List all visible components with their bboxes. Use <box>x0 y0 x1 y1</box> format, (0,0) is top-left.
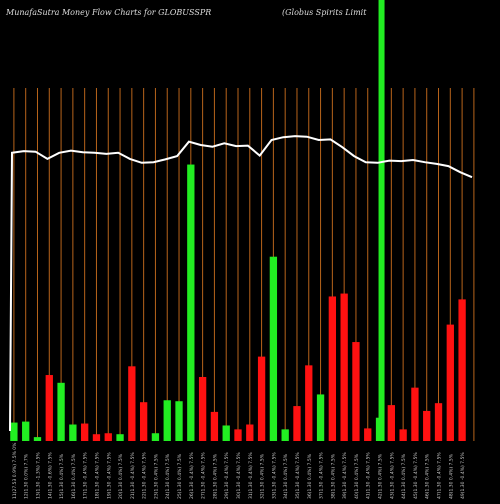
money-flow-bar <box>411 387 419 441</box>
x-tick-label: 23(1.30 0.4%) 7.5% <box>153 453 159 499</box>
x-tick-label: 33(1.30 -0.4%) 7.5% <box>271 452 277 499</box>
money-flow-bar <box>210 411 219 441</box>
money-flow-bar <box>163 400 171 441</box>
money-flow-bar <box>175 401 183 441</box>
x-tick-label: 37(1.30 -0.4%) 7.5% <box>319 452 325 499</box>
x-tick-label: 47(1.30 -0.4%) 7.5% <box>437 452 443 499</box>
x-tick-labels: 11(27.53 0.9%) 7.5% 0% 12(1.30 0.0%) 7.7%… <box>12 442 466 499</box>
money-flow-bar <box>81 423 89 441</box>
money-flow-bar <box>364 428 372 441</box>
money-flow-bar <box>423 410 431 441</box>
x-tick-label: 14(1.30 -0.6%) 7.5% <box>47 452 53 499</box>
money-flow-bar <box>328 296 337 441</box>
grid-lines <box>13 88 475 441</box>
money-flow-bar <box>198 376 207 441</box>
highlight-column <box>378 0 385 441</box>
money-flow-bar <box>246 424 254 441</box>
money-flow-bar <box>458 299 466 441</box>
money-flow-bar <box>234 429 242 441</box>
money-flow-bar <box>375 417 384 441</box>
money-flow-bar <box>45 375 53 441</box>
money-flow-bar <box>128 366 136 441</box>
money-flow-bar <box>22 421 30 441</box>
x-tick-label: 13(1.30 -1.3%) 7.5% <box>35 452 41 499</box>
x-tick-label: 41(1.30 -0.4%) 7.5% <box>366 452 372 499</box>
x-tick-label: 35(1.30 -0.4%) 7.5% <box>295 452 301 499</box>
x-tick-label: 43(1.30 -0.4%) 7.5% <box>389 452 395 499</box>
x-tick-label: 24(1.30 0.4%) 7.5% <box>165 453 171 499</box>
x-tick-label: 11(27.53 0.9%) 7.5% 0% <box>12 442 18 499</box>
x-tick-label: 28(1.30 0.4%) 7.5% <box>212 453 218 499</box>
x-tick-label: 34(1.30 0.4%) 7.5% <box>283 453 289 499</box>
x-tick-label: 12(1.30 0.0%) 7.7% <box>24 453 30 499</box>
money-flow-bar <box>92 434 101 441</box>
x-tick-label: 19(1.30 -0.4%) 7.5% <box>106 452 112 499</box>
money-flow-bar <box>187 164 195 442</box>
x-tick-label: 25(1.30 0.4%) 7.5% <box>177 453 183 499</box>
x-tick-label: 44(1.30 0.4%) 7.5% <box>401 453 407 499</box>
money-flow-bar <box>139 402 148 441</box>
money-flow-bar <box>116 434 124 441</box>
x-tick-label: 36(1.30 0.4%) 7.5% <box>307 453 313 499</box>
money-flow-bar <box>387 405 395 441</box>
x-tick-label: 30(1.30 -0.4%) 7.5% <box>236 452 242 499</box>
money-flow-bar <box>69 424 77 441</box>
chart-subtitle: (Globus Spirits Limit <box>282 8 367 17</box>
money-flow-bar <box>434 403 443 441</box>
money-flow-bar <box>57 382 65 441</box>
x-tick-label: 46(1.30 0.4%) 7.5% <box>425 453 431 499</box>
x-tick-label: 17(1.30 -0.4%) 7.5% <box>83 452 89 499</box>
x-tick-label: 16(1.30 0.4%) 7.5% <box>71 453 77 499</box>
x-tick-label: 39(1.30 -0.4%) 7.5% <box>342 452 348 499</box>
money-flow-bar <box>316 394 325 441</box>
money-flow-bar <box>399 429 407 441</box>
x-tick-label: 40(1.30 0.4%) 7.5% <box>354 453 360 499</box>
x-tick-label: 48(1.30 0.4%) 7.5% <box>448 453 454 499</box>
x-tick-label: 21(1.30 -0.4%) 7.5% <box>130 452 136 499</box>
money-flow-bar <box>222 425 230 441</box>
money-flow-bar <box>352 342 360 441</box>
money-flow-bar <box>104 433 112 441</box>
money-flow-bar <box>33 437 42 441</box>
x-tick-label: 49(1.30 -0.4%) 7.5% <box>460 452 466 499</box>
x-tick-label: 45(1.30 -0.4%) 7.5% <box>413 452 419 499</box>
x-tick-label: 20(1.30 0.4%) 7.5% <box>118 453 124 499</box>
x-tick-label: 15(1.30 0.4%) 7.5% <box>59 453 65 499</box>
money-flow-bar <box>151 433 160 441</box>
x-tick-label: 29(1.30 -0.4%) 7.5% <box>224 452 230 499</box>
money-flow-bar <box>340 293 348 441</box>
price-line <box>9 135 473 432</box>
x-tick-label: 32(1.30 0.4%) 7.5% <box>260 453 266 499</box>
x-tick-label: 38(1.30 0.4%) 7.5% <box>330 453 336 499</box>
money-flow-bar <box>293 406 301 441</box>
money-flow-bar <box>257 356 266 441</box>
money-flow-bar <box>446 324 454 441</box>
chart-title: MunafaSutra Money Flow Charts for GLOBUS… <box>6 8 212 17</box>
money-flow-bar <box>10 422 18 441</box>
x-tick-label: 26(1.30 -0.4%) 7.5% <box>189 452 195 499</box>
x-tick-label: 27(1.30 -0.4%) 7.5% <box>201 452 207 499</box>
bar-group <box>10 164 466 442</box>
x-tick-label: 31(1.30 -0.4%) 7.5% <box>248 452 254 499</box>
x-tick-label: 22(1.30 -0.4%) 7.5% <box>142 452 148 499</box>
money-flow-bar <box>305 365 313 441</box>
money-flow-bar <box>269 256 278 441</box>
x-tick-label: 42(1.30 0.4%) 7.5% <box>378 453 384 499</box>
money-flow-bar <box>281 429 289 441</box>
x-tick-label: 18(1.30 -0.4%) 7.5% <box>94 452 100 499</box>
